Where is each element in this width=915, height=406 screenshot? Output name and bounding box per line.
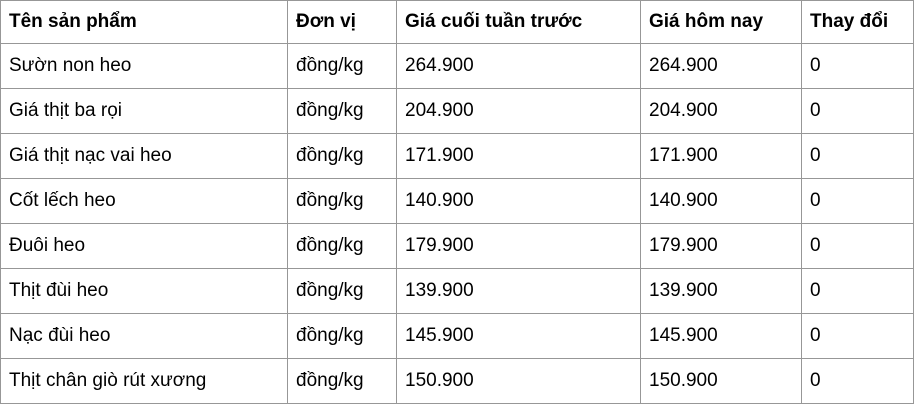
table-row: Nạc đùi heo đồng/kg 145.900 145.900 0 [0, 313, 914, 359]
unit-cell: đồng/kg [287, 178, 397, 224]
today-price-cell: 140.900 [640, 178, 802, 224]
unit-cell: đồng/kg [287, 88, 397, 134]
product-name-cell: Cốt lếch heo [0, 178, 288, 224]
product-name-cell: Thịt chân giò rút xương [0, 358, 288, 404]
unit-cell: đồng/kg [287, 268, 397, 314]
table-row: Sườn non heo đồng/kg 264.900 264.900 0 [0, 43, 914, 89]
change-cell: 0 [801, 223, 914, 269]
last-week-price-cell: 264.900 [396, 43, 641, 89]
today-price-cell: 171.900 [640, 133, 802, 179]
change-cell: 0 [801, 43, 914, 89]
table-row: Giá thịt ba rọi đồng/kg 204.900 204.900 … [0, 88, 914, 134]
product-name-cell: Đuôi heo [0, 223, 288, 269]
product-name-cell: Nạc đùi heo [0, 313, 288, 359]
product-name-cell: Thịt đùi heo [0, 268, 288, 314]
product-name-cell: Sườn non heo [0, 43, 288, 89]
today-price-cell: 179.900 [640, 223, 802, 269]
column-header-last-week-price: Giá cuối tuần trước [396, 0, 641, 44]
table-row: Cốt lếch heo đồng/kg 140.900 140.900 0 [0, 178, 914, 224]
header-row: Tên sản phẩm Đơn vị Giá cuối tuần trước … [0, 0, 914, 44]
today-price-cell: 139.900 [640, 268, 802, 314]
unit-cell: đồng/kg [287, 133, 397, 179]
last-week-price-cell: 150.900 [396, 358, 641, 404]
table-row: Thịt đùi heo đồng/kg 139.900 139.900 0 [0, 268, 914, 314]
table-row: Thịt chân giò rút xương đồng/kg 150.900 … [0, 358, 914, 404]
change-cell: 0 [801, 178, 914, 224]
change-cell: 0 [801, 358, 914, 404]
table-row: Giá thịt nạc vai heo đồng/kg 171.900 171… [0, 133, 914, 179]
change-cell: 0 [801, 133, 914, 179]
product-name-cell: Giá thịt ba rọi [0, 88, 288, 134]
last-week-price-cell: 140.900 [396, 178, 641, 224]
unit-cell: đồng/kg [287, 313, 397, 359]
column-header-unit: Đơn vị [287, 0, 397, 44]
unit-cell: đồng/kg [287, 358, 397, 404]
unit-cell: đồng/kg [287, 223, 397, 269]
column-header-product-name: Tên sản phẩm [0, 0, 288, 44]
column-header-change: Thay đổi [801, 0, 914, 44]
last-week-price-cell: 171.900 [396, 133, 641, 179]
last-week-price-cell: 204.900 [396, 88, 641, 134]
today-price-cell: 264.900 [640, 43, 802, 89]
today-price-cell: 150.900 [640, 358, 802, 404]
unit-cell: đồng/kg [287, 43, 397, 89]
last-week-price-cell: 139.900 [396, 268, 641, 314]
product-name-cell: Giá thịt nạc vai heo [0, 133, 288, 179]
today-price-cell: 145.900 [640, 313, 802, 359]
table-row: Đuôi heo đồng/kg 179.900 179.900 0 [0, 223, 914, 269]
column-header-today-price: Giá hôm nay [640, 0, 802, 44]
change-cell: 0 [801, 88, 914, 134]
change-cell: 0 [801, 313, 914, 359]
last-week-price-cell: 179.900 [396, 223, 641, 269]
change-cell: 0 [801, 268, 914, 314]
today-price-cell: 204.900 [640, 88, 802, 134]
last-week-price-cell: 145.900 [396, 313, 641, 359]
